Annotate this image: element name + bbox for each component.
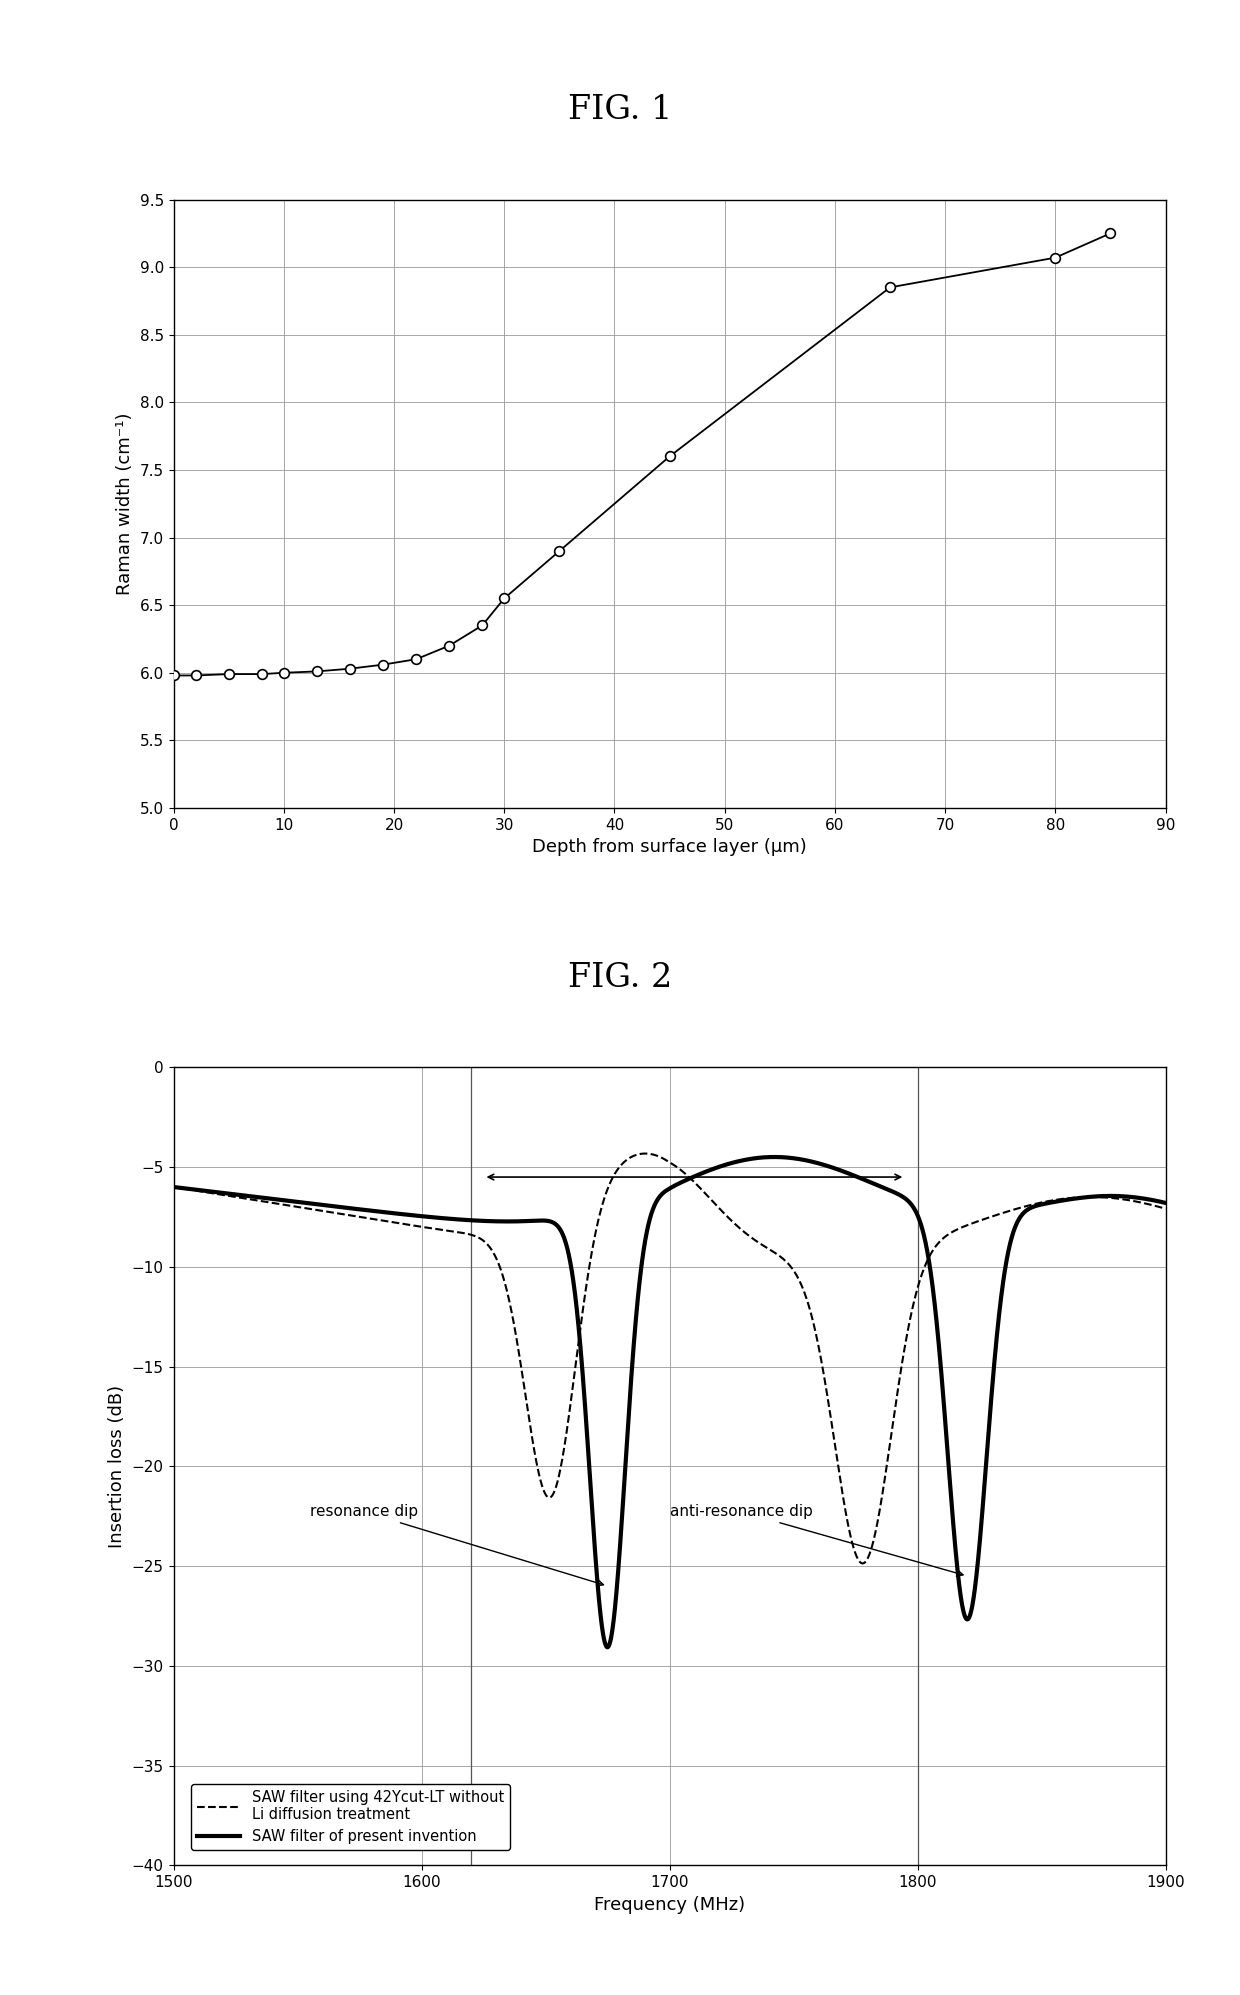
- Text: resonance dip: resonance dip: [310, 1504, 604, 1586]
- Y-axis label: Raman width (cm⁻¹): Raman width (cm⁻¹): [117, 413, 134, 595]
- X-axis label: Depth from surface layer (μm): Depth from surface layer (μm): [532, 838, 807, 856]
- Y-axis label: Insertion loss (dB): Insertion loss (dB): [108, 1385, 126, 1548]
- Text: FIG. 2: FIG. 2: [568, 962, 672, 994]
- Text: anti-resonance dip: anti-resonance dip: [670, 1504, 963, 1576]
- X-axis label: Frequency (MHz): Frequency (MHz): [594, 1895, 745, 1913]
- Legend: SAW filter using 42Ycut-LT without
Li diffusion treatment, SAW filter of present: SAW filter using 42Ycut-LT without Li di…: [191, 1784, 510, 1849]
- Text: FIG. 1: FIG. 1: [568, 94, 672, 126]
